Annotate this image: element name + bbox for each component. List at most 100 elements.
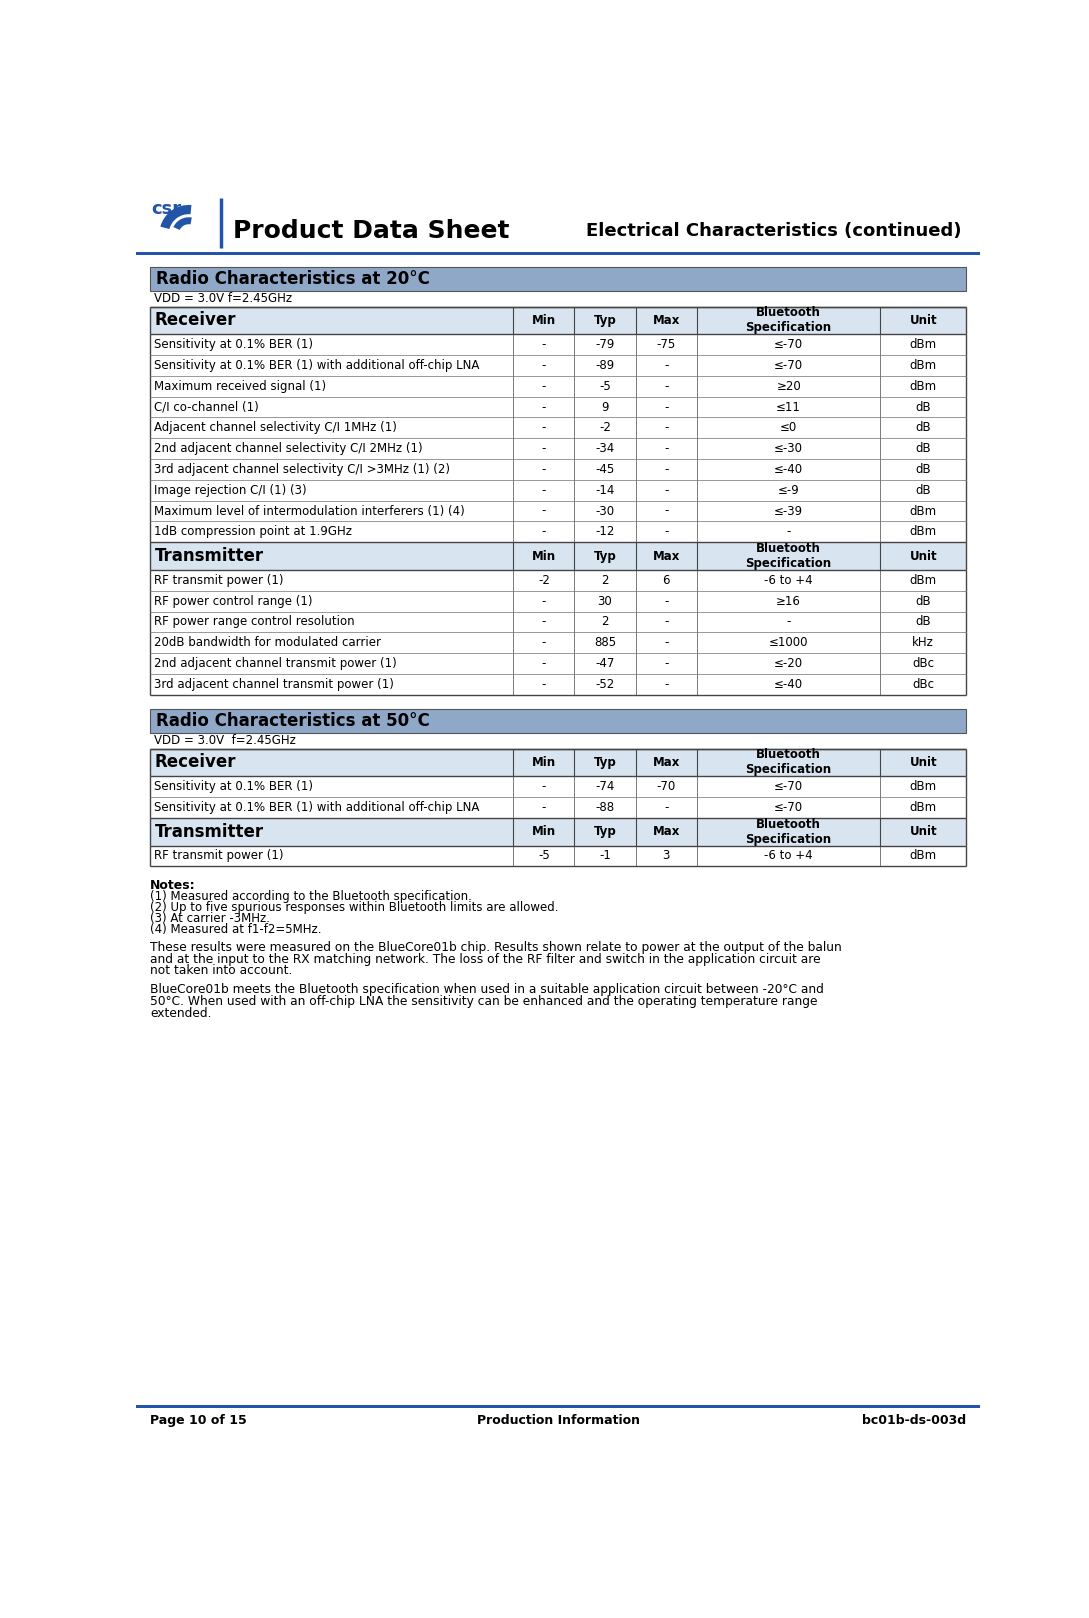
Text: ≤-70: ≤-70 bbox=[774, 780, 804, 793]
Text: ≤-20: ≤-20 bbox=[774, 657, 804, 670]
Text: -: - bbox=[541, 801, 546, 814]
Bar bbox=[150, 438, 966, 460]
Bar bbox=[150, 354, 966, 375]
Text: Max: Max bbox=[652, 314, 680, 327]
Text: dBm: dBm bbox=[909, 359, 937, 372]
Text: -: - bbox=[786, 526, 791, 539]
Text: Bluetooth
Specification: Bluetooth Specification bbox=[746, 749, 832, 777]
Text: dBc: dBc bbox=[913, 657, 934, 670]
Text: -: - bbox=[664, 678, 669, 691]
Text: -89: -89 bbox=[596, 359, 614, 372]
Bar bbox=[136, 1406, 980, 1408]
Text: Max: Max bbox=[652, 756, 680, 769]
Text: Min: Min bbox=[531, 825, 555, 838]
Text: -75: -75 bbox=[657, 338, 676, 351]
Text: ≤-39: ≤-39 bbox=[774, 505, 804, 518]
Text: Maximum received signal (1): Maximum received signal (1) bbox=[154, 380, 326, 393]
Text: -6 to +4: -6 to +4 bbox=[764, 849, 813, 862]
Text: Typ: Typ bbox=[594, 756, 616, 769]
Text: ≤-70: ≤-70 bbox=[774, 801, 804, 814]
Text: Unit: Unit bbox=[909, 756, 938, 769]
Bar bbox=[150, 612, 966, 633]
Text: Maximum level of intermodulation interferers (1) (4): Maximum level of intermodulation interfe… bbox=[154, 505, 465, 518]
Text: -: - bbox=[664, 359, 669, 372]
Text: Page 10 of 15: Page 10 of 15 bbox=[150, 1414, 247, 1427]
Text: -: - bbox=[664, 380, 669, 393]
Text: -88: -88 bbox=[596, 801, 614, 814]
Text: -: - bbox=[664, 442, 669, 455]
Text: -: - bbox=[664, 463, 669, 476]
Text: ≤1000: ≤1000 bbox=[769, 636, 808, 649]
Wedge shape bbox=[160, 205, 192, 230]
Text: Sensitivity at 0.1% BER (1): Sensitivity at 0.1% BER (1) bbox=[154, 780, 313, 793]
Text: 30: 30 bbox=[598, 594, 612, 608]
Text: Bluetooth
Specification: Bluetooth Specification bbox=[746, 306, 832, 335]
Text: -: - bbox=[541, 505, 546, 518]
Text: -: - bbox=[541, 636, 546, 649]
Text: dBm: dBm bbox=[909, 849, 937, 862]
Text: Bluetooth
Specification: Bluetooth Specification bbox=[746, 817, 832, 846]
Text: RF transmit power (1): RF transmit power (1) bbox=[154, 849, 283, 862]
Bar bbox=[150, 591, 966, 612]
Text: Transmitter: Transmitter bbox=[155, 547, 264, 565]
Text: extended.: extended. bbox=[150, 1006, 211, 1019]
Text: -: - bbox=[541, 615, 546, 628]
Text: dBm: dBm bbox=[909, 801, 937, 814]
Text: 50°C. When used with an off-chip LNA the sensitivity can be enhanced and the ope: 50°C. When used with an off-chip LNA the… bbox=[150, 995, 818, 1008]
Text: Sensitivity at 0.1% BER (1): Sensitivity at 0.1% BER (1) bbox=[154, 338, 313, 351]
Text: dB: dB bbox=[916, 594, 931, 608]
Text: -5: -5 bbox=[538, 849, 550, 862]
Text: VDD = 3.0V  f=2.45GHz: VDD = 3.0V f=2.45GHz bbox=[154, 735, 296, 748]
Text: -: - bbox=[664, 615, 669, 628]
Text: ≤-70: ≤-70 bbox=[774, 359, 804, 372]
Text: 2nd adjacent channel selectivity C/I 2MHz (1): 2nd adjacent channel selectivity C/I 2MH… bbox=[154, 442, 423, 455]
Text: (2) Up to five spurious responses within Bluetooth limits are allowed.: (2) Up to five spurious responses within… bbox=[150, 901, 559, 914]
Text: -: - bbox=[664, 801, 669, 814]
Text: (4) Measured at f1-f2=5MHz.: (4) Measured at f1-f2=5MHz. bbox=[150, 922, 321, 935]
Bar bbox=[150, 673, 966, 694]
Text: -74: -74 bbox=[596, 780, 614, 793]
Text: Production Information: Production Information bbox=[477, 1414, 639, 1427]
Bar bbox=[150, 570, 966, 591]
Text: dB: dB bbox=[916, 401, 931, 414]
Text: ≥20: ≥20 bbox=[776, 380, 802, 393]
Text: -: - bbox=[664, 484, 669, 497]
Text: -79: -79 bbox=[596, 338, 614, 351]
Text: BlueCore01b meets the Bluetooth specification when used in a suitable applicatio: BlueCore01b meets the Bluetooth specific… bbox=[150, 984, 824, 997]
Text: 1dB compression point at 1.9GHz: 1dB compression point at 1.9GHz bbox=[154, 526, 352, 539]
Text: and at the input to the RX matching network. The loss of the RF filter and switc: and at the input to the RX matching netw… bbox=[150, 953, 821, 966]
Text: -45: -45 bbox=[596, 463, 614, 476]
Text: -: - bbox=[541, 359, 546, 372]
Text: C/I co-channel (1): C/I co-channel (1) bbox=[154, 401, 259, 414]
Text: RF transmit power (1): RF transmit power (1) bbox=[154, 574, 283, 587]
Text: dBm: dBm bbox=[909, 780, 937, 793]
Text: 3rd adjacent channel selectivity C/I >3MHz (1) (2): 3rd adjacent channel selectivity C/I >3M… bbox=[154, 463, 450, 476]
Text: -2: -2 bbox=[538, 574, 550, 587]
Text: ≤-9: ≤-9 bbox=[778, 484, 799, 497]
Text: ≤-40: ≤-40 bbox=[774, 463, 804, 476]
Bar bbox=[150, 542, 966, 570]
Text: 2nd adjacent channel transmit power (1): 2nd adjacent channel transmit power (1) bbox=[154, 657, 396, 670]
Text: -: - bbox=[541, 657, 546, 670]
Text: Sensitivity at 0.1% BER (1) with additional off-chip LNA: Sensitivity at 0.1% BER (1) with additio… bbox=[154, 801, 479, 814]
Text: Unit: Unit bbox=[909, 314, 938, 327]
Text: -47: -47 bbox=[596, 657, 614, 670]
Text: -: - bbox=[541, 526, 546, 539]
Text: -: - bbox=[541, 463, 546, 476]
Text: 9: 9 bbox=[601, 401, 609, 414]
Text: Min: Min bbox=[531, 756, 555, 769]
Text: -: - bbox=[541, 594, 546, 608]
Bar bbox=[150, 798, 966, 817]
Text: -: - bbox=[664, 401, 669, 414]
Text: (3) At carrier -3MHz.: (3) At carrier -3MHz. bbox=[150, 913, 270, 925]
Text: dB: dB bbox=[916, 615, 931, 628]
Text: Min: Min bbox=[531, 550, 555, 563]
Bar bbox=[150, 817, 966, 846]
Text: -: - bbox=[541, 338, 546, 351]
Bar bbox=[150, 654, 966, 673]
Wedge shape bbox=[173, 217, 192, 230]
Bar bbox=[150, 481, 966, 500]
Text: -: - bbox=[664, 657, 669, 670]
Text: VDD = 3.0V f=2.45GHz: VDD = 3.0V f=2.45GHz bbox=[154, 293, 292, 306]
Text: dBm: dBm bbox=[909, 526, 937, 539]
